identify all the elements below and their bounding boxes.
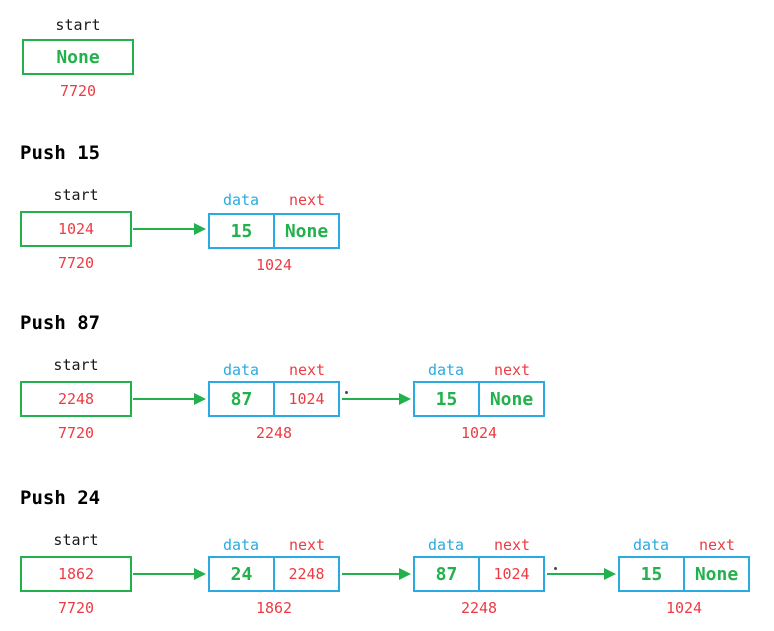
node-next-value: None — [284, 220, 329, 242]
node-next-cell: 1024 — [478, 558, 543, 590]
arrow-head-icon — [399, 568, 411, 580]
arrow-line — [342, 398, 400, 400]
start-pointer-label: start — [53, 531, 99, 549]
pointer-arrow — [133, 568, 206, 580]
node-data-cell: 87 — [210, 383, 273, 415]
node-address: 1862 — [255, 599, 293, 617]
next-label: next — [288, 536, 326, 554]
node-data-value: 24 — [230, 563, 253, 585]
node-box: 24 2248 — [208, 556, 340, 592]
pointer-arrow — [547, 568, 616, 580]
start-pointer-label: start — [53, 186, 99, 204]
arrow-line — [547, 573, 605, 575]
node-next-value: 1024 — [288, 390, 325, 408]
node-data-value: 15 — [230, 220, 253, 242]
arrow-line — [133, 228, 195, 230]
start-pointer-box: 1024 — [20, 211, 132, 247]
node-next-cell: None — [683, 558, 748, 590]
start-pointer-address: 7720 — [57, 424, 95, 442]
node-address: 2248 — [460, 599, 498, 617]
node-box: 15 None — [413, 381, 545, 417]
node-data-cell: 15 — [415, 383, 478, 415]
data-label: data — [632, 536, 670, 554]
start-pointer-address: 7720 — [57, 254, 95, 272]
node-data-cell: 24 — [210, 558, 273, 590]
node-next-value: None — [694, 563, 739, 585]
push-heading: Push 87 — [20, 312, 101, 334]
data-label: data — [222, 536, 260, 554]
node-next-cell: None — [478, 383, 543, 415]
pointer-arrow — [133, 393, 206, 405]
start-pointer-box: 2248 — [20, 381, 132, 417]
node-box: 15 None — [618, 556, 750, 592]
start-pointer-label: start — [53, 356, 99, 374]
next-label: next — [698, 536, 736, 554]
arrow-line — [342, 573, 400, 575]
node-next-cell: 2248 — [273, 558, 338, 590]
next-label: next — [288, 361, 326, 379]
node-data-value: 87 — [435, 563, 458, 585]
node-box: 87 1024 — [413, 556, 545, 592]
dot-artifact — [345, 391, 348, 394]
start-pointer-address: 7720 — [57, 599, 95, 617]
node-address: 1024 — [255, 256, 293, 274]
data-label: data — [427, 361, 465, 379]
data-label: data — [427, 536, 465, 554]
pointer-arrow — [342, 568, 411, 580]
start-pointer-address: 7720 — [59, 82, 97, 100]
node-data-cell: 15 — [210, 215, 273, 247]
node-next-cell: 1024 — [273, 383, 338, 415]
start-pointer-value: 2248 — [57, 390, 95, 408]
arrow-head-icon — [194, 568, 206, 580]
node-address: 1024 — [460, 424, 498, 442]
node-next-value: None — [489, 388, 534, 410]
node-data-value: 15 — [435, 388, 458, 410]
node-address: 1024 — [665, 599, 703, 617]
pointer-arrow — [342, 393, 411, 405]
start-pointer-value: None — [56, 46, 100, 68]
push-heading: Push 15 — [20, 142, 101, 164]
dot-artifact — [554, 567, 557, 570]
next-label: next — [493, 536, 531, 554]
start-pointer-label: start — [55, 16, 101, 34]
node-next-cell: None — [273, 215, 338, 247]
node-box: 15 None — [208, 213, 340, 249]
arrow-head-icon — [194, 393, 206, 405]
pointer-arrow — [133, 223, 206, 235]
node-box: 87 1024 — [208, 381, 340, 417]
arrow-head-icon — [604, 568, 616, 580]
arrow-line — [133, 398, 195, 400]
node-data-value: 15 — [640, 563, 663, 585]
next-label: next — [288, 191, 326, 209]
next-label: next — [493, 361, 531, 379]
data-label: data — [222, 191, 260, 209]
arrow-head-icon — [194, 223, 206, 235]
node-next-value: 2248 — [288, 565, 325, 583]
arrow-head-icon — [399, 393, 411, 405]
start-pointer-box: None — [22, 39, 134, 75]
node-data-value: 87 — [230, 388, 253, 410]
start-pointer-value: 1862 — [57, 565, 95, 583]
node-next-value: 1024 — [493, 565, 530, 583]
node-data-cell: 87 — [415, 558, 478, 590]
node-data-cell: 15 — [620, 558, 683, 590]
start-pointer-box: 1862 — [20, 556, 132, 592]
data-label: data — [222, 361, 260, 379]
start-pointer-value: 1024 — [57, 220, 95, 238]
node-address: 2248 — [255, 424, 293, 442]
push-heading: Push 24 — [20, 487, 101, 509]
arrow-line — [133, 573, 195, 575]
